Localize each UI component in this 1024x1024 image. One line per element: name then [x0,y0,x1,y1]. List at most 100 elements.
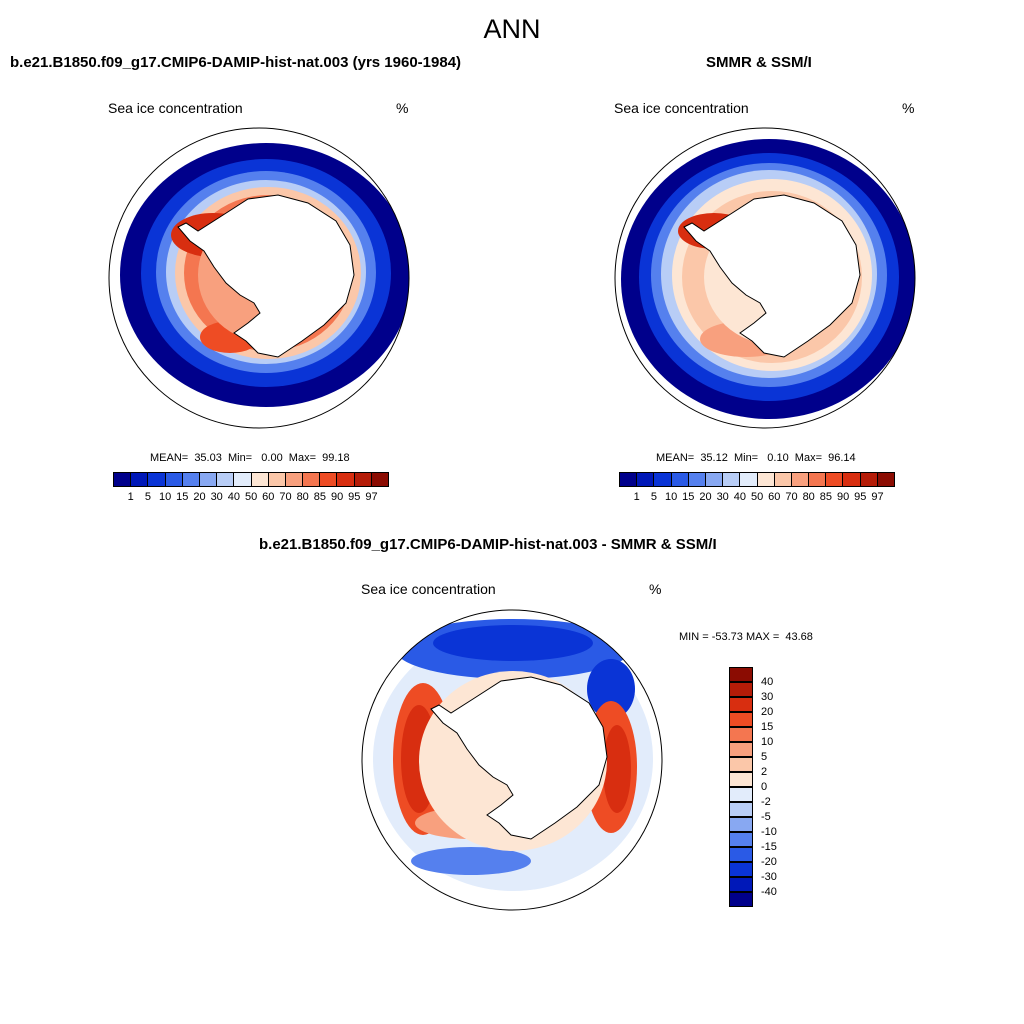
colorbar-tick-label: 40 [227,491,241,503]
colorbar-box [842,472,861,487]
colorbar-box [198,472,218,487]
diff-colorbar-tick-label: 30 [761,691,774,703]
colorbar-tick-label: 30 [210,491,223,503]
panel1-polar-map [108,127,410,429]
colorbar-box [808,472,827,487]
panel1-stats: MEAN= 35.03 Min= 0.00 Max= 99.18 [150,452,350,464]
colorbar-tick-label: 60 [262,491,275,503]
diff-colorbar-box [729,832,753,848]
diff-colorbar: 40 30 20 15 10 5 2 0 -2 -5 -10 -15 -20 -30 -40 [729,667,777,908]
colorbar-box [773,472,792,487]
panel2-units-label: % [902,100,915,116]
diff-colorbar-tick-label: -15 [761,841,777,853]
colorbar-box [825,472,844,487]
diff-colorbar-tick-label: 20 [761,706,774,718]
colorbar-tick-label: 5 [650,491,657,503]
colorbar-box [876,472,895,487]
colorbar-box [250,472,269,487]
colorbar-box [636,472,655,487]
diff-colorbar-box [729,877,753,893]
diff-colorbar-box [729,667,753,683]
colorbar-box [336,472,355,487]
colorbar-tick-label: 10 [664,491,678,503]
diff-colorbar-tick-label: -5 [761,811,771,823]
colorbar-tick-label: 30 [716,491,729,503]
colorbar-tick-label: 5 [144,491,151,503]
panel2-polar-map [614,127,916,429]
diff-colorbar-box [729,772,753,788]
diff-colorbar-box [729,697,753,713]
colorbar-tick-label: 20 [193,491,206,503]
panel1-variable-label: Sea ice concentration [108,100,243,116]
colorbar-box [164,472,183,487]
colorbar-tick-label: 50 [244,491,258,503]
diff-units-label: % [649,581,662,597]
colorbar-tick-label: 50 [750,491,764,503]
figure-title: ANN [483,14,541,44]
colorbar-box [113,472,132,487]
colorbar-box [216,472,235,487]
diff-colorbar-box [729,862,753,878]
colorbar-tick-label: 85 [819,491,833,503]
panel1-case-title: b.e21.B1850.f09_g17.CMIP6-DAMIP-hist-nat… [10,54,462,71]
colorbar-tick-label: 85 [313,491,327,503]
colorbar-tick-label: 1 [127,491,134,503]
colorbar-box [181,472,200,487]
colorbar-box [130,472,149,487]
diff-colorbar-box [729,847,753,863]
diff-colorbar-box [729,742,753,758]
colorbar-tick-label: 80 [802,491,815,503]
panel1-colorbar: 1 5 10 15 20 30 40 50 60 70 80 85 90 95 97 [113,472,389,503]
colorbar-tick-label: 80 [296,491,309,503]
colorbar-tick-label: 15 [176,491,189,503]
antarctica-continent [683,194,861,358]
diff-polar-map [361,609,663,911]
panel2-stats: MEAN= 35.12 Min= 0.10 Max= 96.14 [656,452,856,464]
colorbar-box [704,472,724,487]
diff-colorbar-box [729,787,753,803]
colorbar-tick-label: 90 [836,491,850,503]
colorbar-tick-label: 1 [633,491,640,503]
diff-case-title: b.e21.B1850.f09_g17.CMIP6-DAMIP-hist-nat… [259,536,717,553]
colorbar-box [284,472,304,487]
colorbar-box [756,472,775,487]
diff-colorbar-box [729,802,753,818]
colorbar-tick-label: 97 [365,491,378,503]
diff-colorbar-box [729,682,753,698]
colorbar-box [653,472,672,487]
diff-colorbar-tick-label: 0 [761,781,768,793]
diff-colorbar-box [729,712,753,728]
colorbar-tick-label: 15 [682,491,695,503]
colorbar-tick-label: 90 [330,491,344,503]
colorbar-tick-label: 40 [733,491,747,503]
colorbar-box [233,472,252,487]
colorbar-box [319,472,338,487]
diff-colorbar-tick-label: -2 [761,796,771,808]
colorbar-box [302,472,321,487]
colorbar-tick-label: 60 [768,491,781,503]
diff-colorbar-tick-label: 2 [761,766,768,778]
colorbar-tick-label: 95 [348,491,361,503]
diff-stats: MIN = -53.73 MAX = 43.68 [679,631,813,643]
panel2-colorbar: 1 5 10 15 20 30 40 50 60 70 80 85 90 95 97 [619,472,895,503]
diff-colorbar-box [729,727,753,743]
colorbar-box [353,472,372,487]
panel1-units-label: % [396,100,409,116]
antarctica-continent [177,194,355,358]
diff-colorbar-tick-label: -40 [761,886,777,898]
colorbar-box [370,472,389,487]
diff-colorbar-tick-label: -20 [761,856,777,868]
diff-colorbar-tick-label: -30 [761,871,777,883]
colorbar-box [739,472,758,487]
colorbar-tick-label: 70 [785,491,798,503]
diff-colorbar-tick-label: 40 [761,676,774,688]
colorbar-box [790,472,810,487]
diff-colorbar-box [729,892,753,908]
colorbar-box [687,472,706,487]
colorbar-box [670,472,689,487]
panel2-case-title: SMMR & SSM/I [706,54,812,71]
colorbar-tick-label: 10 [158,491,172,503]
diff-colorbar-tick-label: 10 [761,736,774,748]
diff-colorbar-box [729,757,753,773]
colorbar-box [267,472,286,487]
